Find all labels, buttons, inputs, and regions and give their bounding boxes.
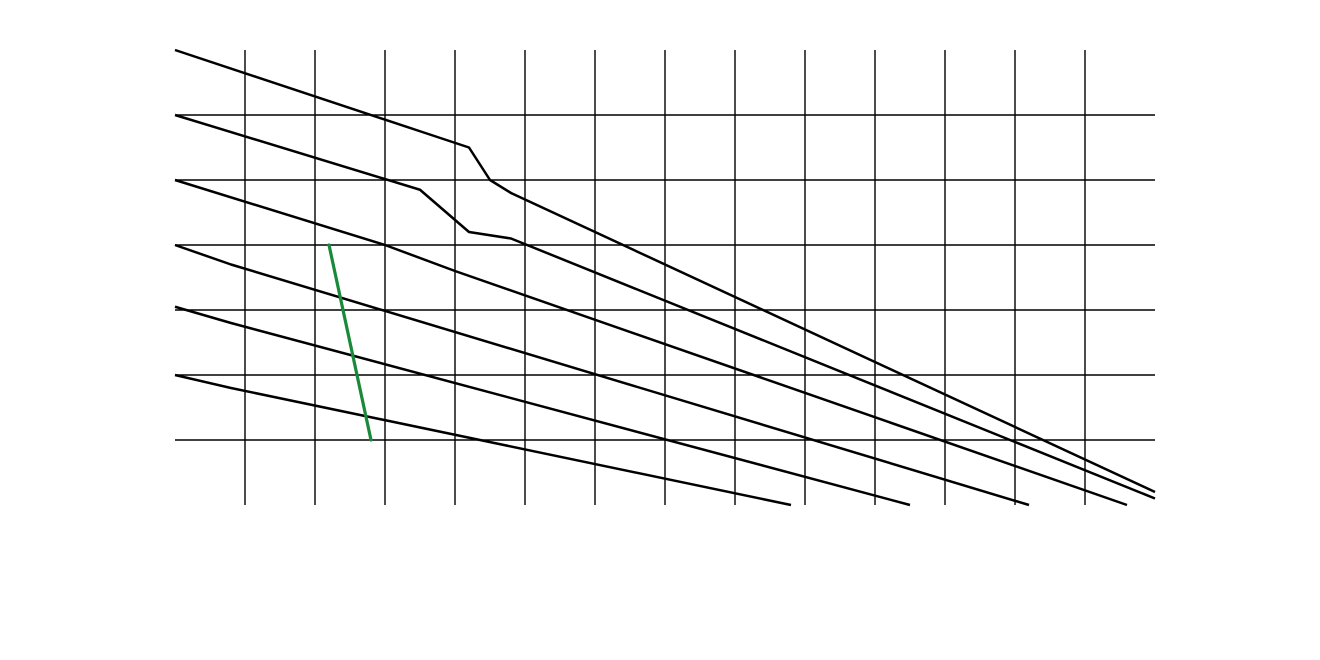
pump-curve-chart [0,0,1320,660]
pressure-curve [175,307,910,505]
pressure-curve [175,180,1127,505]
